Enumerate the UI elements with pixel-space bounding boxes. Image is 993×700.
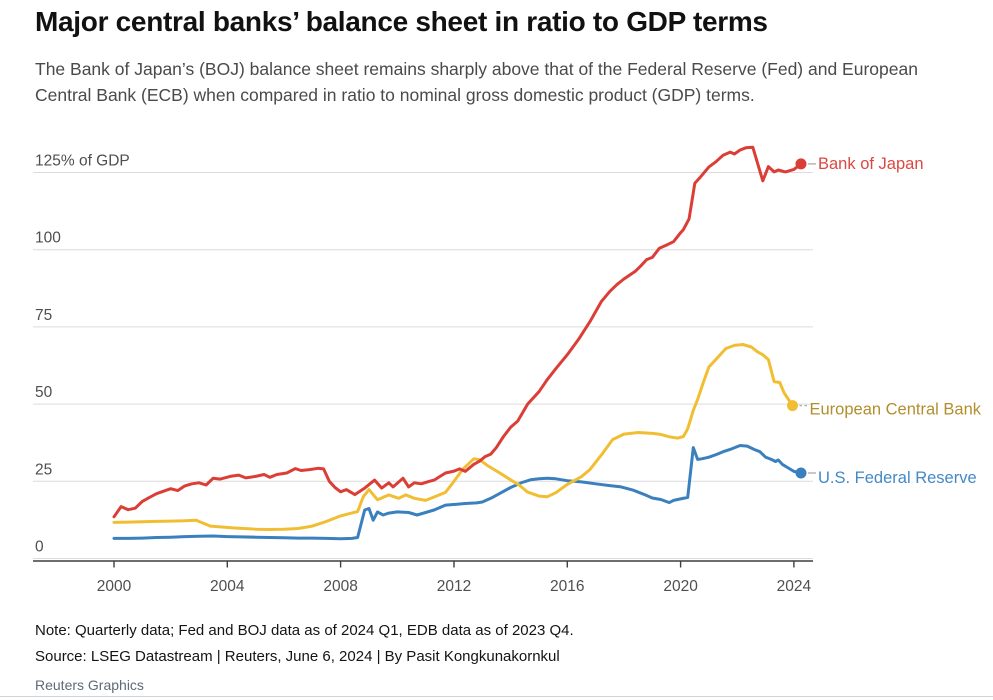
- chart-source: Source: LSEG Datastream | Reuters, June …: [35, 648, 560, 665]
- series-end-dot-u-s-federal-reserve: [795, 467, 807, 479]
- x-tick-label-2004: 2004: [210, 578, 245, 595]
- series-label-bank-of-japan: Bank of Japan: [818, 155, 924, 173]
- y-tick-label-25: 25: [35, 461, 52, 478]
- x-tick-label-2000: 2000: [97, 578, 132, 595]
- series-line-european-central-bank: [112, 343, 794, 531]
- series-end-dot-european-central-bank: [787, 400, 798, 412]
- series-end-dot-bank-of-japan: [795, 158, 807, 170]
- series-label-u-s-federal-reserve: U.S. Federal Reserve: [818, 469, 977, 487]
- reuters-graphics-credit: Reuters Graphics: [35, 677, 144, 693]
- chart-note: Note: Quarterly data; Fed and BOJ data a…: [35, 622, 574, 639]
- x-tick-label-2020: 2020: [663, 578, 698, 595]
- bottom-divider: [0, 696, 993, 697]
- x-tick-label-2016: 2016: [550, 578, 584, 595]
- y-tick-label-0: 0: [35, 539, 44, 556]
- y-tick-label-125: 125% of GDP: [35, 153, 130, 170]
- y-tick-label-100: 100: [35, 230, 61, 247]
- balance-sheet-line-chart: 0 25 50 75 100 125% of GDP 2000 2004 2008 2012 201…: [33, 145, 982, 595]
- y-tick-label-75: 75: [35, 307, 52, 324]
- x-tick-label-2012: 2012: [437, 578, 471, 595]
- series-label-european-central-bank: European Central Bank: [810, 401, 982, 419]
- page-title: Major central banks’ balance sheet in ra…: [35, 6, 768, 37]
- chart-subtitle: The Bank of Japan’s (BOJ) balance sheet …: [35, 59, 918, 105]
- series-line-u-s-federal-reserve: [112, 444, 803, 541]
- series-line-bank-of-japan: [112, 145, 803, 519]
- x-tick-label-2024: 2024: [777, 578, 812, 595]
- x-tick-label-2008: 2008: [323, 578, 357, 595]
- y-tick-label-50: 50: [35, 384, 53, 401]
